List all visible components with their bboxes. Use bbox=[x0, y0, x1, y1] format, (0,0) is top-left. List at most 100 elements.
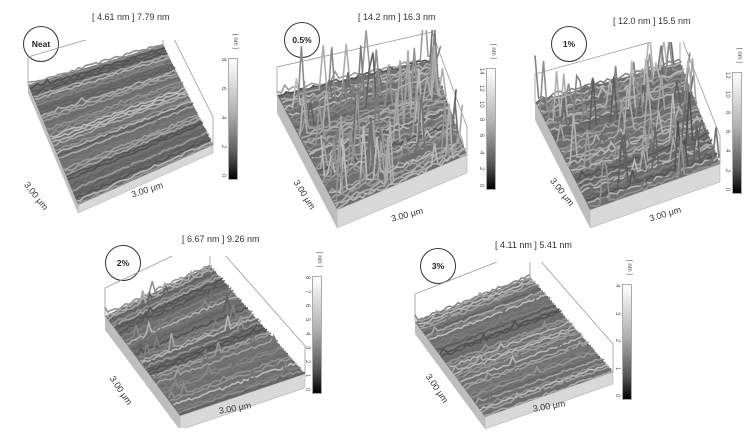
surface-strand bbox=[326, 124, 462, 188]
scale-unit-label: [ nm ] bbox=[736, 48, 742, 64]
surface-strand bbox=[76, 141, 213, 202]
surface-strand bbox=[57, 102, 194, 158]
surface-strand bbox=[465, 344, 591, 392]
plot-frame-back bbox=[27, 40, 164, 85]
surface-strand bbox=[439, 308, 560, 355]
surface-strand bbox=[48, 85, 185, 136]
surface-strand bbox=[534, 55, 681, 100]
surface-strand bbox=[46, 81, 182, 130]
surface-strand bbox=[577, 123, 712, 186]
surface-strand bbox=[435, 302, 555, 348]
surface-strand bbox=[59, 105, 195, 159]
scale-tick-label: 4 bbox=[614, 284, 620, 288]
plot-frame-back bbox=[276, 31, 433, 95]
surface-strand bbox=[156, 336, 276, 386]
surface-strand bbox=[77, 142, 214, 205]
surface-strand bbox=[159, 333, 281, 390]
plot-frame-side bbox=[225, 256, 306, 374]
surface-strand bbox=[450, 322, 573, 371]
surface-strand bbox=[133, 305, 246, 354]
surface-strand bbox=[61, 110, 197, 164]
surface-strand bbox=[335, 136, 467, 208]
surface-strand bbox=[458, 333, 582, 380]
scale-unit-label: [ nm ] bbox=[626, 260, 632, 276]
plot-frame-side bbox=[540, 262, 614, 372]
sample-badge: 3% bbox=[420, 248, 456, 284]
surface-strand bbox=[47, 81, 184, 132]
surface-strand bbox=[63, 114, 199, 171]
surface-strand bbox=[422, 284, 540, 333]
surface-strand bbox=[561, 79, 700, 154]
afm-surface-plot bbox=[414, 262, 614, 430]
surface-left-edge bbox=[277, 95, 337, 228]
surface-strand bbox=[172, 361, 298, 406]
height-scale-bar: [ nm ] 8 6 4 2 0 bbox=[220, 34, 238, 180]
scale-tick-label: 10 bbox=[478, 101, 484, 108]
surface-strand bbox=[29, 47, 166, 90]
height-range-header: [ 4.61 nm ] 7.79 nm bbox=[92, 12, 170, 22]
scale-tick-label: 6 bbox=[478, 134, 484, 138]
surface-strand bbox=[438, 307, 558, 354]
scale-tick-label: 2 bbox=[304, 360, 310, 364]
surface-strand bbox=[414, 273, 531, 322]
surface-strand bbox=[572, 113, 708, 174]
surface-strand bbox=[479, 363, 608, 411]
surface-strand bbox=[166, 352, 289, 398]
surface-strand bbox=[40, 69, 177, 118]
surface-strand bbox=[126, 296, 238, 345]
surface-strand bbox=[129, 298, 243, 349]
surface-strand bbox=[295, 52, 444, 129]
surface-strand bbox=[462, 340, 588, 388]
surface-strand bbox=[481, 365, 610, 413]
surface-strand bbox=[477, 358, 605, 406]
surface-strand bbox=[36, 61, 173, 106]
scale-gradient bbox=[312, 276, 322, 394]
surface-strand bbox=[73, 133, 210, 194]
surface-strand bbox=[143, 318, 260, 366]
surface-strand bbox=[66, 120, 203, 178]
surface-strand bbox=[44, 76, 180, 124]
surface-strand bbox=[113, 275, 222, 327]
surface-strand bbox=[35, 58, 171, 103]
scale-tick-label: 6 bbox=[304, 304, 310, 308]
surface-strand bbox=[430, 295, 549, 343]
surface-strand bbox=[464, 339, 590, 390]
surface-strand bbox=[307, 60, 451, 154]
surface-strand bbox=[54, 97, 190, 148]
scale-tick-label: 0 bbox=[478, 184, 484, 188]
surface-strand bbox=[483, 368, 612, 414]
scale-tick-label: 12 bbox=[724, 72, 730, 79]
scale-tick-label: 2 bbox=[478, 167, 484, 171]
scale-tick-label: 7 bbox=[304, 290, 310, 294]
plot-frame-back bbox=[534, 42, 681, 102]
surface-strand bbox=[157, 339, 279, 388]
surface-left-edge bbox=[28, 85, 78, 213]
surface-strand bbox=[416, 277, 532, 323]
surface-base bbox=[28, 45, 213, 205]
scale-tick-label: 2 bbox=[220, 145, 226, 149]
scale-tick-label: 3 bbox=[614, 311, 620, 315]
surface-strand bbox=[107, 268, 215, 321]
sample-badge: 1% bbox=[551, 26, 587, 62]
surface-strand bbox=[74, 137, 210, 196]
surface-strand bbox=[56, 101, 193, 155]
surface-strand bbox=[418, 279, 534, 325]
surface-strand bbox=[167, 356, 291, 399]
surface-strand bbox=[65, 118, 202, 176]
surface-strand bbox=[449, 321, 571, 368]
surface-strand bbox=[428, 293, 548, 341]
height-range-header: [ 4.11 nm ] 5.41 nm bbox=[495, 240, 572, 250]
surface-strand bbox=[32, 52, 168, 97]
surface-strand bbox=[127, 297, 240, 348]
surface-left-edge bbox=[415, 322, 485, 429]
surface-strand bbox=[470, 351, 597, 399]
surface-strand bbox=[111, 273, 219, 325]
surface-strand bbox=[431, 296, 551, 346]
scale-tick-label: 2 bbox=[614, 339, 620, 343]
surface-strand bbox=[588, 127, 720, 207]
surface-strand bbox=[55, 98, 191, 152]
surface-strand bbox=[40, 66, 176, 115]
surface-strand bbox=[41, 71, 178, 120]
surface-strand bbox=[419, 281, 536, 328]
surface-strand bbox=[453, 328, 577, 375]
